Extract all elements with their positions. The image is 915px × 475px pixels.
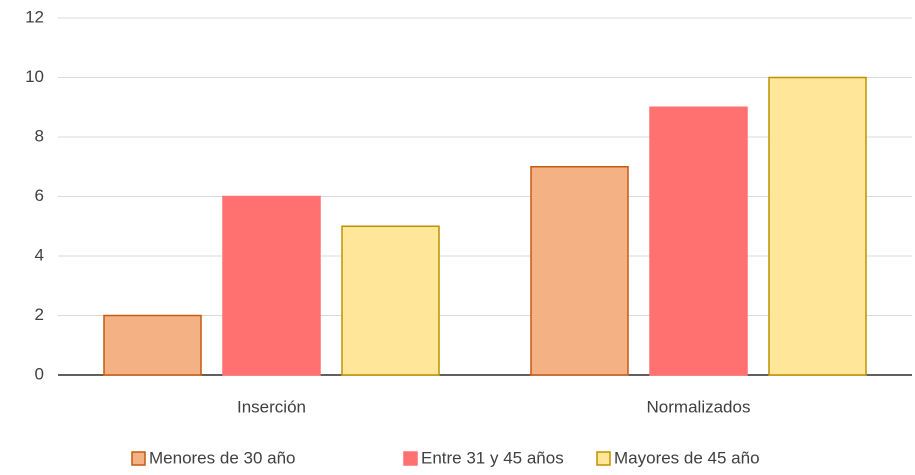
bar: [103, 314, 202, 376]
x-tick-label: Normalizados: [647, 397, 751, 416]
legend-label: Mayores de 45 año: [614, 448, 760, 467]
y-tick-label: 12: [25, 7, 44, 26]
bar: [341, 225, 440, 376]
legend-swatch: [596, 451, 611, 466]
y-tick-label: 10: [25, 67, 44, 86]
legend-label: Entre 31 y 45 años: [421, 448, 564, 467]
bar: [649, 106, 748, 376]
y-tick-label: 2: [35, 305, 44, 324]
y-tick-label: 6: [35, 186, 44, 205]
bar: [530, 166, 629, 376]
x-tick-label: Inserción: [237, 397, 306, 416]
legend-swatch: [403, 451, 418, 466]
y-tick-label: 0: [35, 364, 44, 383]
y-tick-label: 4: [35, 245, 44, 264]
y-tick-label: 8: [35, 126, 44, 145]
legend-label: Menores de 30 año: [149, 448, 296, 467]
legend-swatch: [131, 451, 146, 466]
bar: [222, 195, 321, 376]
bar: [768, 76, 867, 376]
